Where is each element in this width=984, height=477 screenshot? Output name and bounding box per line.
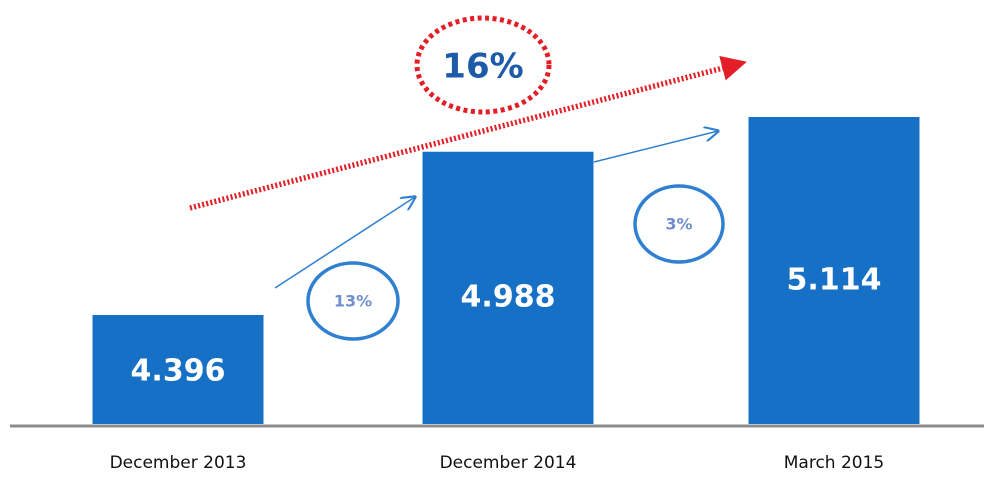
category-label: December 2014 — [440, 453, 577, 473]
growth-badge-circle — [306, 261, 400, 341]
overall-growth-badge-circle — [414, 15, 552, 115]
bar-value-label: 4.396 — [131, 354, 226, 389]
growth-arrow — [593, 131, 718, 163]
value-labels-layer: 4.396 4.988 5.114 — [131, 263, 882, 389]
bar-december-2013 — [92, 315, 264, 424]
bar-value-label: 5.114 — [787, 263, 882, 298]
growth-arrow — [274, 197, 415, 289]
overall-growth-arrow — [189, 55, 747, 211]
axis-layer: December 2013 December 2014 March 2015 — [10, 424, 984, 473]
overall-growth-label: 16% — [442, 47, 523, 87]
bar-march-2015 — [748, 117, 920, 424]
bars-layer — [92, 117, 920, 424]
category-label: March 2015 — [784, 453, 885, 473]
bar-value-label: 4.988 — [461, 280, 556, 315]
growth-badge-label: 13% — [334, 292, 372, 311]
category-label: December 2013 — [110, 453, 247, 473]
growth-badge-label: 3% — [665, 215, 692, 234]
growth-badge-circle — [633, 184, 725, 264]
bar-december-2014 — [422, 151, 594, 424]
annotations-layer: 13% 3% 16% — [189, 15, 747, 341]
